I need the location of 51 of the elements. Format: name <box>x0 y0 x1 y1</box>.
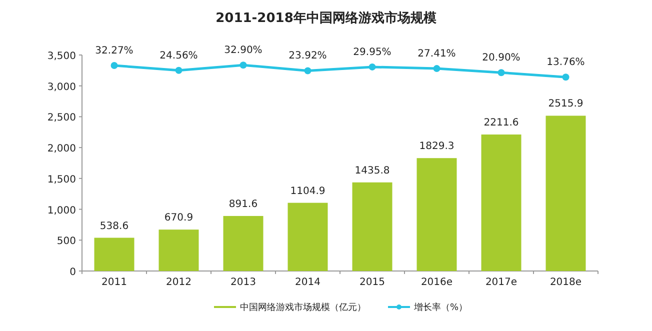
y-tick-label: 1,000 <box>47 205 76 216</box>
data-label: 1104.9 <box>290 186 326 197</box>
y-tick-label: 3,500 <box>47 51 76 62</box>
point <box>240 62 247 69</box>
bar <box>546 116 586 271</box>
x-tick-label: 2012 <box>166 277 192 288</box>
x-tick-label: 2015 <box>360 277 385 288</box>
point <box>110 62 118 70</box>
data-label: 1829.3 <box>419 141 454 152</box>
y-tick-label: 0 <box>70 267 76 278</box>
data-label: 29.95% <box>353 46 392 58</box>
data-label: 1435.8 <box>354 165 390 176</box>
data-label: 891.6 <box>228 198 258 210</box>
data-label: 24.56% <box>160 50 198 62</box>
y-tick-label: 1,500 <box>47 174 76 186</box>
bar <box>481 134 522 271</box>
y-tick-label: 2,500 <box>47 112 76 124</box>
point <box>304 67 312 74</box>
bar <box>288 202 328 271</box>
bar <box>352 182 392 271</box>
x-tick-label: 2017e <box>485 277 518 288</box>
y-tick-label: 2,000 <box>47 144 76 155</box>
data-label: 2515.9 <box>548 98 584 110</box>
point <box>175 66 182 74</box>
bar <box>94 238 134 271</box>
data-label: 13.76% <box>546 57 585 68</box>
bar <box>158 230 199 271</box>
data-label: 20.90% <box>482 52 520 64</box>
x-tick-label: 2013 <box>230 277 256 288</box>
data-label: 27.41% <box>418 48 456 60</box>
data-label: 670.9 <box>164 212 194 224</box>
x-tick-label: 2016e <box>420 277 453 288</box>
y-tick-label: 3,000 <box>47 82 76 93</box>
point <box>433 65 440 72</box>
x-tick-label: 2011 <box>102 277 127 288</box>
bar <box>223 216 264 271</box>
bar <box>416 158 457 271</box>
point <box>498 69 505 76</box>
x-tick-label: 2018e <box>550 277 582 288</box>
legend-label: 中国网络游戏市场规模（亿元） <box>240 302 366 313</box>
legend-label: 增长率（%） <box>413 302 468 313</box>
data-label: 32.90% <box>224 45 262 56</box>
data-label: 32.27% <box>95 46 134 57</box>
y-tick-label: 500 <box>56 236 76 248</box>
data-label: 2211.6 <box>484 118 519 129</box>
point <box>562 74 570 81</box>
chart-title: 2011-2018年中国网络游戏市场规模 <box>216 10 436 26</box>
data-label: 23.92% <box>288 50 327 62</box>
point <box>368 63 376 70</box>
x-tick-label: 2014 <box>295 277 320 288</box>
data-label: 538.6 <box>100 220 129 232</box>
